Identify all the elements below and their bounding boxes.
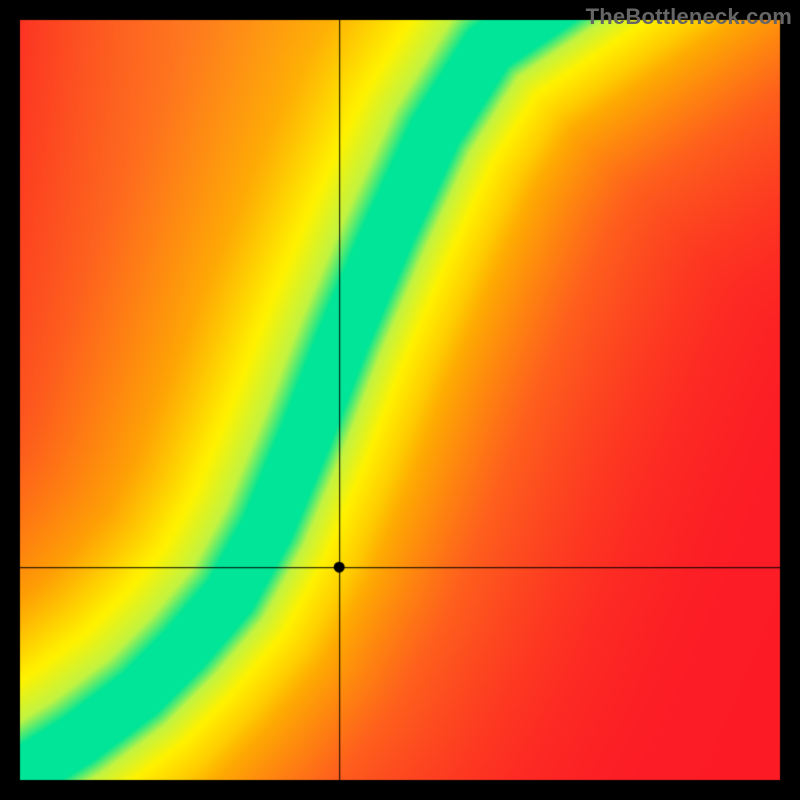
watermark-text: TheBottleneck.com [586, 4, 792, 30]
heatmap-canvas [0, 0, 800, 800]
chart-container: TheBottleneck.com [0, 0, 800, 800]
